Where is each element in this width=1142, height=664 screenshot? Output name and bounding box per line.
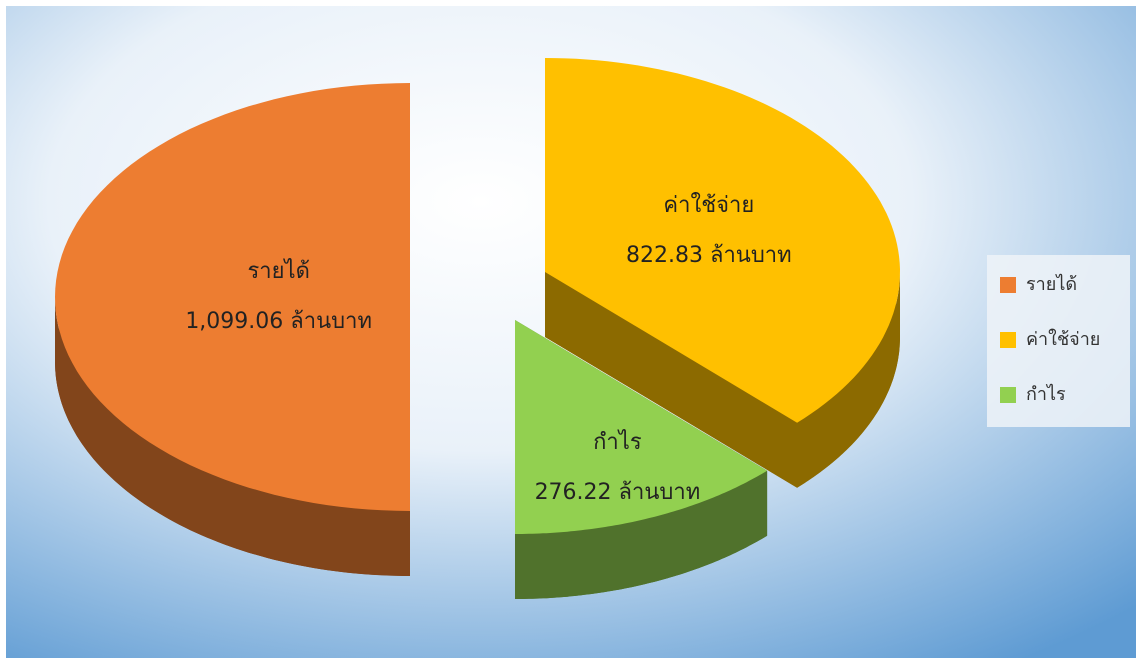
slice [545,58,900,488]
data-label-value: 822.83 ล้านบาท [626,243,792,268]
data-label-value: 1,099.06 ล้านบาท [185,309,372,334]
pie [55,58,900,599]
legend-label: ค่าใช้จ่าย [1026,328,1100,350]
slice-side [515,470,768,599]
data-label-value: 276.22 ล้านบาท [535,480,701,505]
slice [515,320,768,599]
slice-side [797,272,900,488]
slice-side [55,297,410,576]
data-label-name: กำไร [593,429,642,455]
legend-swatch [1000,387,1016,403]
data-label-name: ค่าใช้จ่าย [663,192,754,218]
legend-label: กำไร [1026,383,1066,405]
legend-label: รายได้ [1026,273,1077,295]
legend: รายได้ค่าใช้จ่ายกำไร [1000,273,1100,405]
slice-top [515,320,768,534]
slice-top [55,83,410,511]
slice-wall [545,272,798,488]
slice-top [545,58,900,423]
legend-swatch [1000,332,1016,348]
slice [55,83,410,576]
data-label-name: รายได้ [247,258,309,284]
legend-swatch [1000,277,1016,293]
